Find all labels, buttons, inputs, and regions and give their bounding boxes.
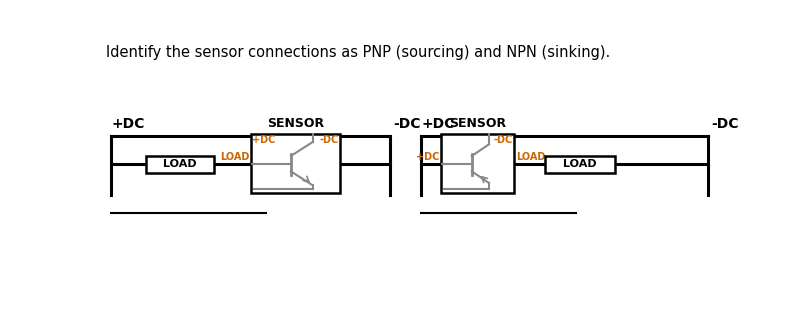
Text: -DC: -DC	[493, 135, 512, 145]
Text: +DC: +DC	[416, 152, 439, 162]
Text: LOAD: LOAD	[563, 159, 597, 169]
Bar	[251, 134, 340, 193]
Text: SENSOR: SENSOR	[449, 117, 506, 130]
Text: LOAD: LOAD	[163, 159, 197, 169]
Text: LOAD: LOAD	[516, 152, 545, 162]
Text: +DC: +DC	[112, 117, 144, 131]
Bar	[545, 156, 615, 172]
Text: -DC: -DC	[394, 117, 421, 131]
Text: SENSOR: SENSOR	[267, 117, 324, 130]
Text: +DC: +DC	[253, 135, 276, 145]
Bar	[146, 156, 214, 172]
Text: +DC: +DC	[422, 117, 454, 131]
Text: -DC: -DC	[319, 135, 338, 145]
Bar	[441, 134, 514, 193]
Text: Identify the sensor connections as PNP (sourcing) and NPN (sinking).: Identify the sensor connections as PNP (…	[106, 46, 610, 60]
Text: -DC: -DC	[711, 117, 739, 131]
Text: LOAD: LOAD	[220, 152, 249, 162]
